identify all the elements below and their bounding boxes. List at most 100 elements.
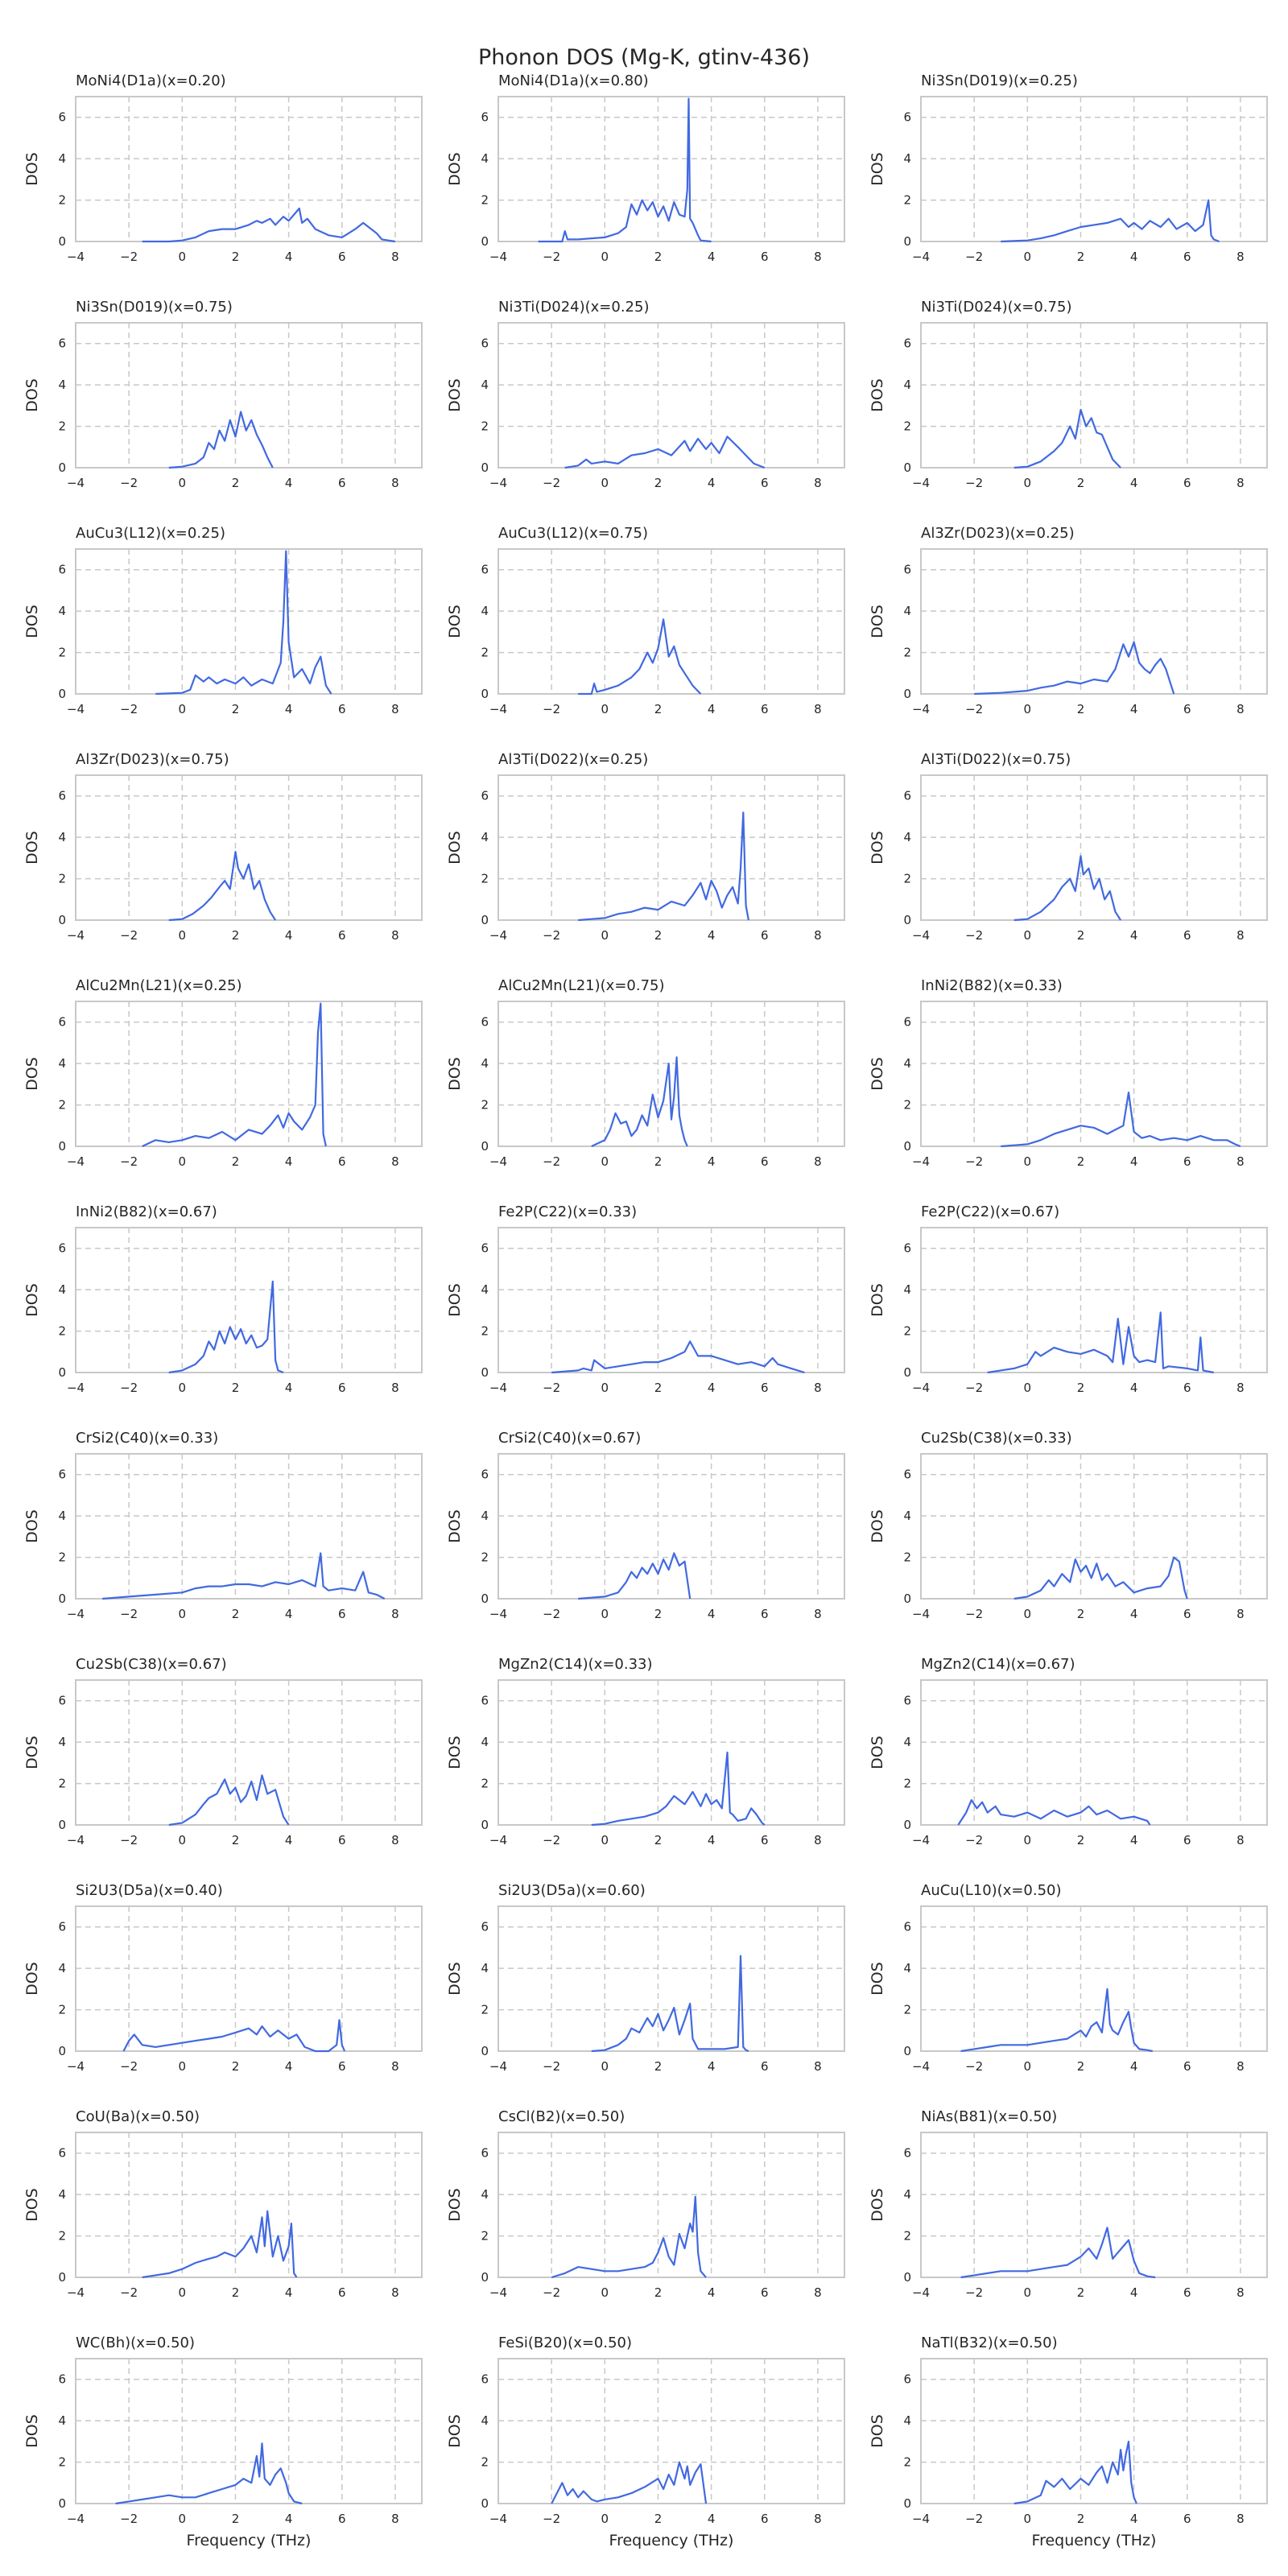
- panel-frame: [75, 2132, 423, 2278]
- x-tick-label: 4: [708, 2285, 716, 2300]
- x-tick-label: 4: [285, 2285, 293, 2300]
- y-tick-label: 2: [903, 872, 911, 886]
- x-tick-label: 8: [1236, 928, 1245, 943]
- y-tick-label: 2: [58, 2229, 66, 2244]
- panel-frame: [920, 2358, 1268, 2504]
- y-tick-label: 2: [58, 1324, 66, 1339]
- y-tick-label: 6: [58, 1468, 66, 1482]
- x-tick-label: −2: [120, 1833, 138, 1847]
- x-tick-label: 2: [654, 1381, 663, 1395]
- y-tick-label: 6: [481, 2372, 489, 2387]
- y-tick-label: 4: [903, 1056, 911, 1071]
- dos-line: [1013, 855, 1122, 922]
- dos-panel: AlCu2Mn(L21)(x=0.25) −4 −2 0 2 4 6 8 0 2 4 6 DOS: [23, 977, 423, 1169]
- panel-title: NiAs(B81)(x=0.50): [921, 2108, 1057, 2125]
- y-axis-label: DOS: [446, 378, 464, 412]
- y-tick-label: 0: [903, 2270, 911, 2285]
- x-tick-label: 6: [338, 1154, 346, 1169]
- x-tick-label: 0: [1024, 2285, 1032, 2300]
- panel-title: Ni3Ti(D024)(x=0.25): [498, 299, 649, 316]
- x-tick-label: −2: [965, 702, 983, 716]
- y-tick-label: 4: [58, 2187, 66, 2202]
- x-tick-label: −2: [543, 476, 560, 490]
- x-tick-label: 4: [285, 250, 293, 264]
- panel-title: AuCu(L10)(x=0.50): [921, 1882, 1062, 1899]
- y-tick-label: 4: [903, 1509, 911, 1523]
- panel-frame: [920, 1001, 1268, 1147]
- x-tick-label: 8: [391, 476, 399, 490]
- x-tick-label: 0: [179, 250, 187, 264]
- y-tick-label: 4: [58, 1282, 66, 1297]
- dos-panel: Ni3Ti(D024)(x=0.75) −4 −2 0 2 4 6 8 0 2 4 6 DOS: [869, 299, 1268, 490]
- x-tick-label: 8: [391, 1607, 399, 1621]
- x-tick-label: 4: [708, 1607, 716, 1621]
- x-tick-label: 0: [179, 1154, 187, 1169]
- x-tick-label: 0: [601, 1381, 609, 1395]
- dos-panel: MgZn2(C14)(x=0.67) −4 −2 0 2 4 6 8 0 2 4 6 DOS: [869, 1656, 1268, 1847]
- x-tick-label: 4: [285, 1381, 293, 1395]
- y-tick-label: 0: [58, 1591, 66, 1606]
- dos-line: [122, 2019, 346, 2053]
- panel-frame: [497, 1227, 845, 1373]
- y-tick-label: 4: [903, 378, 911, 392]
- x-tick-label: 8: [814, 1607, 822, 1621]
- y-tick-label: 4: [481, 2413, 489, 2428]
- y-tick-label: 2: [903, 193, 911, 208]
- y-tick-label: 2: [903, 2003, 911, 2017]
- dos-panel: CsCl(B2)(x=0.50) −4 −2 0 2 4 6 8 0 2 4 6 DOS: [446, 2108, 845, 2300]
- dos-panel: Al3Zr(D023)(x=0.75) −4 −2 0 2 4 6 8 0 2 4 6 DOS: [23, 751, 423, 943]
- y-axis-label: DOS: [869, 2188, 886, 2222]
- x-tick-label: 8: [391, 2059, 399, 2074]
- panel-frame: [75, 2358, 423, 2504]
- y-tick-label: 6: [481, 336, 489, 351]
- x-tick-label: 4: [708, 1833, 716, 1847]
- x-tick-label: −4: [67, 1607, 85, 1621]
- y-tick-label: 4: [481, 604, 489, 618]
- y-tick-label: 4: [58, 2413, 66, 2428]
- y-tick-label: 0: [481, 1591, 489, 1606]
- x-tick-label: 8: [1236, 2512, 1245, 2526]
- y-axis-label: DOS: [446, 2188, 464, 2222]
- x-tick-label: −4: [67, 1833, 85, 1847]
- y-tick-label: 2: [58, 193, 66, 208]
- dos-line: [168, 850, 277, 922]
- y-tick-label: 6: [481, 789, 489, 803]
- x-tick-label: 8: [1236, 476, 1245, 490]
- x-tick-label: −4: [67, 1381, 85, 1395]
- x-tick-label: −2: [543, 1381, 560, 1395]
- y-tick-label: 4: [481, 1509, 489, 1523]
- x-tick-label: 8: [391, 1381, 399, 1395]
- y-tick-label: 6: [481, 563, 489, 577]
- x-tick-label: 6: [761, 1381, 769, 1395]
- dos-line: [1013, 408, 1121, 469]
- x-tick-label: −4: [489, 250, 507, 264]
- x-tick-label: 0: [1024, 2059, 1032, 2074]
- y-tick-label: 2: [481, 1324, 489, 1339]
- x-tick-label: 2: [232, 2285, 240, 2300]
- x-tick-label: 6: [338, 250, 346, 264]
- panel-frame: [75, 322, 423, 469]
- panel-frame: [920, 322, 1268, 469]
- panel-frame: [920, 1453, 1268, 1600]
- x-tick-label: 8: [1236, 1154, 1245, 1169]
- x-tick-label: 6: [1183, 476, 1191, 490]
- panel-title: Ni3Sn(D019)(x=0.75): [76, 299, 233, 316]
- x-tick-label: 0: [179, 1381, 187, 1395]
- y-tick-label: 0: [58, 1139, 66, 1154]
- panel-title: MgZn2(C14)(x=0.33): [498, 1656, 653, 1673]
- x-tick-label: 0: [179, 476, 187, 490]
- y-tick-label: 6: [58, 1015, 66, 1030]
- panel-title: Fe2P(C22)(x=0.33): [498, 1203, 637, 1220]
- y-tick-label: 0: [903, 2044, 911, 2058]
- y-tick-label: 2: [58, 419, 66, 434]
- y-tick-label: 6: [58, 110, 66, 125]
- x-tick-label: −2: [120, 702, 138, 716]
- panel-title: Si2U3(D5a)(x=0.40): [76, 1882, 223, 1899]
- y-tick-label: 2: [903, 646, 911, 660]
- y-tick-label: 6: [58, 563, 66, 577]
- y-tick-label: 2: [481, 419, 489, 434]
- x-tick-label: 2: [1077, 476, 1085, 490]
- x-tick-label: −4: [67, 702, 85, 716]
- x-tick-label: 6: [1183, 2059, 1191, 2074]
- x-tick-label: 2: [654, 1607, 663, 1621]
